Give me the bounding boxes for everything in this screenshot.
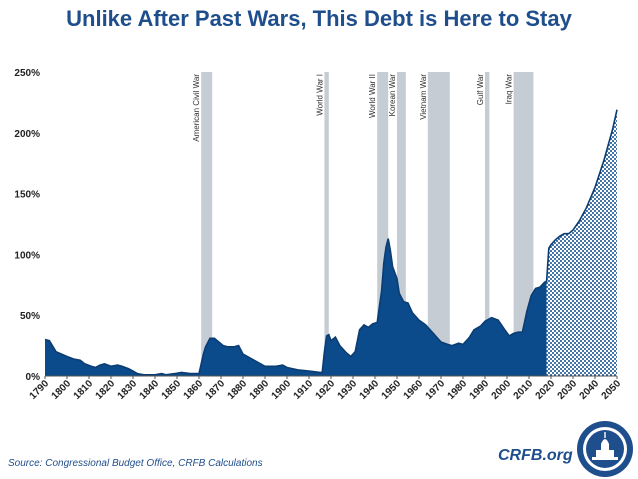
war-bands [201, 72, 534, 376]
war-label: Gulf War [476, 74, 485, 106]
war-labels: American Civil War World War I World War I… [192, 74, 513, 142]
x-tick-label: 1810 [72, 378, 96, 402]
x-tick-label: 1970 [424, 378, 448, 402]
x-tick-label: 1800 [50, 378, 74, 402]
crfb-logo [577, 421, 633, 477]
war-band [397, 72, 406, 376]
x-tick-label: 2020 [534, 378, 558, 402]
war-label: Iraq War [505, 74, 514, 105]
x-tick-label: 1950 [380, 378, 404, 402]
area-layer [44, 109, 618, 376]
x-tick-label: 1820 [94, 378, 118, 402]
war-band [324, 72, 329, 376]
x-tick-label: 1840 [138, 378, 162, 402]
war-label: Vietnam War [419, 74, 428, 120]
x-tick-label: 2050 [600, 378, 624, 402]
brand-link[interactable]: CRFB.org [498, 447, 573, 464]
x-tick-label: 1830 [116, 378, 140, 402]
war-band [377, 72, 389, 376]
x-tick-label: 1930 [336, 378, 360, 402]
x-tick-label: 1890 [248, 378, 272, 402]
war-label: World War II [368, 74, 377, 118]
y-tick-label: 150% [14, 190, 40, 201]
x-tick-label: 1880 [226, 378, 250, 402]
x-tick-label: 1900 [270, 378, 294, 402]
y-tick-label: 200% [14, 129, 40, 140]
x-tick-label: 1980 [446, 378, 470, 402]
x-tick-label: 1910 [292, 378, 316, 402]
axes-layer: 0%50%100%150%200%250%1790180018101820183… [14, 68, 623, 402]
war-band [201, 72, 213, 376]
x-tick-label: 2010 [512, 378, 536, 402]
war-label: Korean War [388, 74, 397, 117]
y-tick-label: 100% [14, 250, 40, 261]
war-band [427, 72, 450, 376]
war-band [485, 72, 490, 376]
x-tick-label: 1920 [314, 378, 338, 402]
x-tick-label: 2000 [490, 378, 514, 402]
war-band [513, 72, 534, 376]
x-tick-label: 1960 [402, 378, 426, 402]
chart-title: Unlike After Past Wars, This Debt is Her… [66, 6, 572, 31]
y-tick-label: 250% [14, 68, 40, 79]
x-tick-label: 1850 [160, 378, 184, 402]
debt-line [44, 109, 618, 376]
war-label: American Civil War [192, 74, 201, 142]
x-tick-label: 1870 [204, 378, 228, 402]
x-tick-label: 1860 [182, 378, 206, 402]
source-note: Source: Congressional Budget Office, CRF… [8, 458, 263, 469]
y-tick-label: 50% [20, 311, 40, 322]
x-tick-label: 2030 [556, 378, 580, 402]
debt-area-historical [45, 238, 547, 376]
x-tick-label: 1940 [358, 378, 382, 402]
x-tick-label: 1990 [468, 378, 492, 402]
x-tick-label: 2040 [578, 378, 602, 402]
y-tick-label: 0% [26, 372, 41, 383]
war-label: World War I [315, 74, 324, 116]
